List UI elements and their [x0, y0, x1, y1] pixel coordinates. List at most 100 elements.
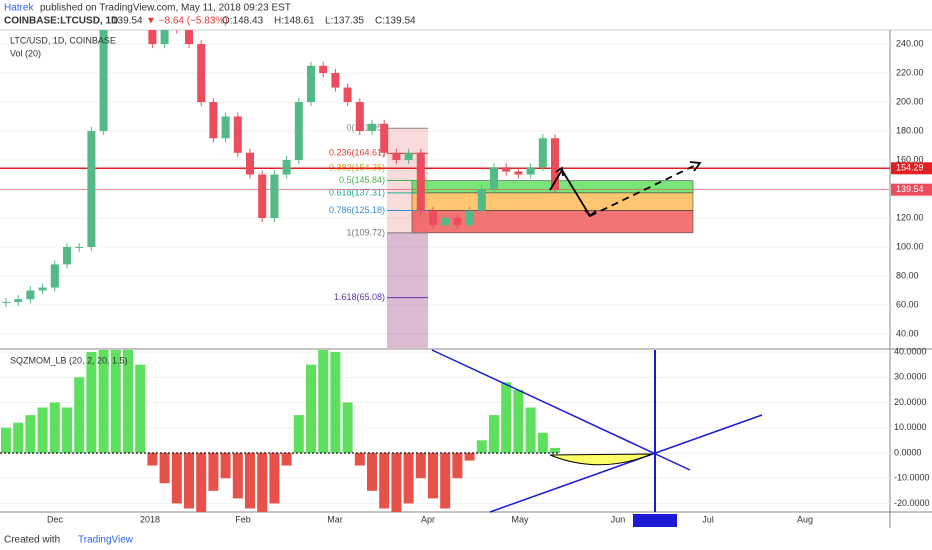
candle — [416, 152, 425, 211]
x-tick-label: Dec — [47, 514, 64, 524]
candle — [465, 210, 474, 226]
momentum-bar — [147, 452, 158, 466]
momentum-bar — [13, 422, 24, 453]
candle — [551, 138, 559, 190]
y-tick-label: -20.0000 — [894, 498, 930, 508]
candle — [453, 217, 462, 226]
candle — [514, 171, 523, 175]
curve-zone — [549, 453, 653, 466]
published: published on TradingView.com, May 11, 20… — [40, 3, 291, 14]
momentum-bar — [501, 382, 512, 453]
momentum-bar — [49, 402, 60, 453]
candle — [307, 65, 315, 103]
candle — [343, 87, 352, 103]
candle — [368, 123, 376, 132]
momentum-bar — [98, 350, 109, 453]
author[interactable]: Hatrek — [4, 3, 34, 14]
momentum-bar — [476, 440, 487, 453]
y-tick-label: 30.0000 — [894, 372, 927, 382]
momentum-bar — [37, 407, 48, 453]
fib-label: 1(109.72) — [346, 227, 385, 237]
candle — [258, 174, 267, 218]
y-tick-label: 40.00 — [896, 328, 919, 338]
momentum-bar — [318, 350, 329, 453]
drawings — [549, 161, 702, 218]
candle — [270, 174, 279, 218]
candle — [502, 167, 511, 172]
y-tick-label: 160.00 — [896, 154, 924, 164]
y-tick-label: 200.00 — [896, 96, 924, 106]
y-tick-label: 120.00 — [896, 212, 924, 222]
fib-label: 1.618(65.08) — [334, 292, 385, 302]
candle — [331, 73, 340, 88]
candle — [185, 30, 193, 45]
momentum-bar — [245, 452, 255, 509]
momentum-bar — [159, 452, 170, 484]
target-zone — [411, 192, 694, 211]
candle — [355, 102, 364, 132]
x-tick-label: Feb — [235, 514, 251, 524]
pane-title: LTC/USD, 1D, COINBASE — [10, 35, 116, 45]
momentum-bar — [440, 452, 451, 509]
candle — [477, 189, 486, 211]
candle — [50, 264, 59, 288]
momentum-bar — [391, 452, 402, 512]
momentum-bar — [110, 350, 121, 453]
candle — [209, 102, 218, 139]
candle — [99, 30, 108, 132]
candle — [26, 290, 35, 300]
y-tick-label: -10.0000 — [894, 473, 930, 483]
candle — [429, 210, 437, 226]
candle — [87, 131, 96, 247]
candle — [38, 287, 47, 291]
momentum-bar — [208, 452, 219, 491]
momentum-bar — [489, 415, 499, 453]
candle — [2, 302, 10, 304]
footer-brand[interactable]: TradingView — [78, 535, 134, 546]
momentum-bar — [342, 402, 353, 453]
candle — [197, 44, 206, 103]
candle — [148, 30, 157, 45]
momentum-bar — [403, 452, 414, 504]
ohlc-close: C:139.54 — [375, 16, 416, 27]
momentum-bar — [74, 377, 85, 453]
momentum-bar — [269, 452, 280, 504]
momentum-bar — [464, 452, 475, 461]
y-tick-label: 40.0000 — [894, 346, 927, 356]
x-tick-label: Jun — [611, 514, 626, 524]
ohlc-low: L:137.35 — [325, 16, 364, 27]
price-tag — [891, 162, 932, 175]
momentum-bar — [367, 452, 377, 491]
price-tag-label: 154.29 — [896, 163, 924, 173]
momentum-bar — [1, 427, 11, 453]
momentum-bar — [354, 452, 365, 466]
momentum-bar — [196, 452, 207, 512]
momentum-bar — [293, 415, 304, 453]
y-tick-label: 0.0000 — [894, 447, 922, 457]
candle — [294, 102, 303, 161]
fib-label: 0(181.95) — [346, 123, 385, 133]
price-tag-label: 139.54 — [896, 184, 924, 194]
x-tick-label: May — [511, 514, 529, 524]
momentum-bar — [123, 350, 133, 453]
candle — [538, 138, 547, 168]
momentum-bar — [415, 452, 426, 479]
momentum-bar — [62, 407, 72, 453]
momentum-bar — [330, 352, 341, 453]
candle — [490, 167, 498, 189]
momentum-bar — [550, 447, 560, 453]
y-tick-label: 80.00 — [896, 270, 919, 280]
momentum-bar — [25, 415, 36, 453]
y-tick-label: 60.00 — [896, 299, 919, 309]
pane-title: SQZMOM_LB (20, 2, 20, 1.5) — [10, 355, 128, 365]
candle — [380, 123, 389, 153]
candle — [441, 217, 450, 226]
candle — [392, 152, 401, 161]
candle — [63, 246, 71, 265]
symbol: COINBASE:LTCUSD, 1D — [4, 16, 118, 27]
x-tick-label: Apr — [421, 514, 435, 524]
momentum-bar — [452, 452, 463, 479]
y-tick-label: 20.0000 — [894, 397, 927, 407]
change: ▼ −8.64 (−5.83%) — [146, 16, 228, 27]
